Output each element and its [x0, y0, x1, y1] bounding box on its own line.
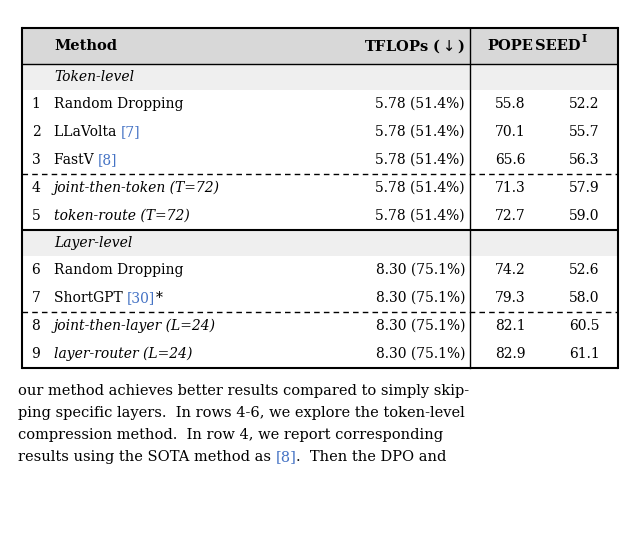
- Text: POPE: POPE: [487, 39, 533, 53]
- Bar: [22, 90, 618, 118]
- Text: 57.9: 57.9: [569, 181, 599, 195]
- Text: 2: 2: [31, 125, 40, 139]
- Text: 1: 1: [31, 97, 40, 111]
- Text: 8.30 (75.1%): 8.30 (75.1%): [376, 291, 465, 305]
- Text: 8.30 (75.1%): 8.30 (75.1%): [376, 319, 465, 333]
- Text: [8]: [8]: [276, 450, 296, 464]
- Text: 70.1: 70.1: [495, 125, 525, 139]
- Text: results using the SOTA method as: results using the SOTA method as: [18, 450, 276, 464]
- Text: I: I: [582, 33, 588, 44]
- Text: 3: 3: [31, 153, 40, 167]
- Text: 61.1: 61.1: [568, 347, 600, 361]
- Bar: [22, 146, 618, 174]
- Text: Random Dropping: Random Dropping: [54, 263, 184, 277]
- Text: TFLOPs ($\downarrow$): TFLOPs ($\downarrow$): [364, 37, 465, 55]
- Text: 82.9: 82.9: [495, 347, 525, 361]
- Text: 59.0: 59.0: [569, 209, 599, 223]
- Text: 52.6: 52.6: [569, 263, 599, 277]
- Text: Token-level: Token-level: [54, 70, 134, 84]
- Text: 5.78 (51.4%): 5.78 (51.4%): [376, 153, 465, 167]
- Text: 5.78 (51.4%): 5.78 (51.4%): [376, 97, 465, 111]
- Text: [7]: [7]: [121, 125, 140, 139]
- Bar: [22, 28, 618, 64]
- Text: ShortGPT: ShortGPT: [54, 291, 127, 305]
- Text: 8.30 (75.1%): 8.30 (75.1%): [376, 347, 465, 361]
- Text: Layer-level: Layer-level: [54, 236, 132, 250]
- Text: [30]: [30]: [127, 291, 156, 305]
- Bar: [22, 230, 618, 256]
- Text: *: *: [156, 291, 163, 305]
- Text: Method: Method: [54, 39, 117, 53]
- Text: FastV: FastV: [54, 153, 98, 167]
- Text: joint-then-token (T=72): joint-then-token (T=72): [54, 181, 220, 195]
- Text: 71.3: 71.3: [495, 181, 525, 195]
- Bar: [22, 202, 618, 230]
- Text: 52.2: 52.2: [569, 97, 599, 111]
- Text: 55.8: 55.8: [495, 97, 525, 111]
- Text: 5.78 (51.4%): 5.78 (51.4%): [376, 209, 465, 223]
- Text: 58.0: 58.0: [569, 291, 599, 305]
- Text: our method achieves better results compared to simply skip-: our method achieves better results compa…: [18, 384, 469, 398]
- Text: 8: 8: [31, 319, 40, 333]
- Text: .  Then the DPO and: . Then the DPO and: [296, 450, 447, 464]
- Text: 7: 7: [31, 291, 40, 305]
- Text: SEED: SEED: [534, 39, 580, 53]
- Text: 82.1: 82.1: [495, 319, 525, 333]
- Text: 55.7: 55.7: [569, 125, 599, 139]
- Text: ping specific layers.  In rows 4-6, we explore the token-level: ping specific layers. In rows 4-6, we ex…: [18, 406, 465, 420]
- Text: 72.7: 72.7: [495, 209, 525, 223]
- Bar: [22, 312, 618, 340]
- Bar: [22, 118, 618, 146]
- Text: LLaVolta: LLaVolta: [54, 125, 121, 139]
- Text: 4: 4: [31, 181, 40, 195]
- Text: 9: 9: [31, 347, 40, 361]
- Text: 74.2: 74.2: [495, 263, 525, 277]
- Text: 5: 5: [31, 209, 40, 223]
- Text: 5.78 (51.4%): 5.78 (51.4%): [376, 125, 465, 139]
- Text: 56.3: 56.3: [569, 153, 599, 167]
- Text: [8]: [8]: [98, 153, 118, 167]
- Bar: [22, 174, 618, 202]
- Text: compression method.  In row 4, we report corresponding: compression method. In row 4, we report …: [18, 428, 443, 442]
- Bar: [22, 340, 618, 368]
- Text: 79.3: 79.3: [495, 291, 525, 305]
- Bar: [22, 64, 618, 90]
- Text: 65.6: 65.6: [495, 153, 525, 167]
- Bar: [22, 284, 618, 312]
- Text: Random Dropping: Random Dropping: [54, 97, 184, 111]
- Text: token-route (T=72): token-route (T=72): [54, 209, 189, 223]
- Text: 5.78 (51.4%): 5.78 (51.4%): [376, 181, 465, 195]
- Bar: [22, 256, 618, 284]
- Text: joint-then-layer (L=24): joint-then-layer (L=24): [54, 319, 216, 333]
- Text: layer-router (L=24): layer-router (L=24): [54, 347, 193, 361]
- Text: 6: 6: [31, 263, 40, 277]
- Text: 8.30 (75.1%): 8.30 (75.1%): [376, 263, 465, 277]
- Text: 60.5: 60.5: [569, 319, 599, 333]
